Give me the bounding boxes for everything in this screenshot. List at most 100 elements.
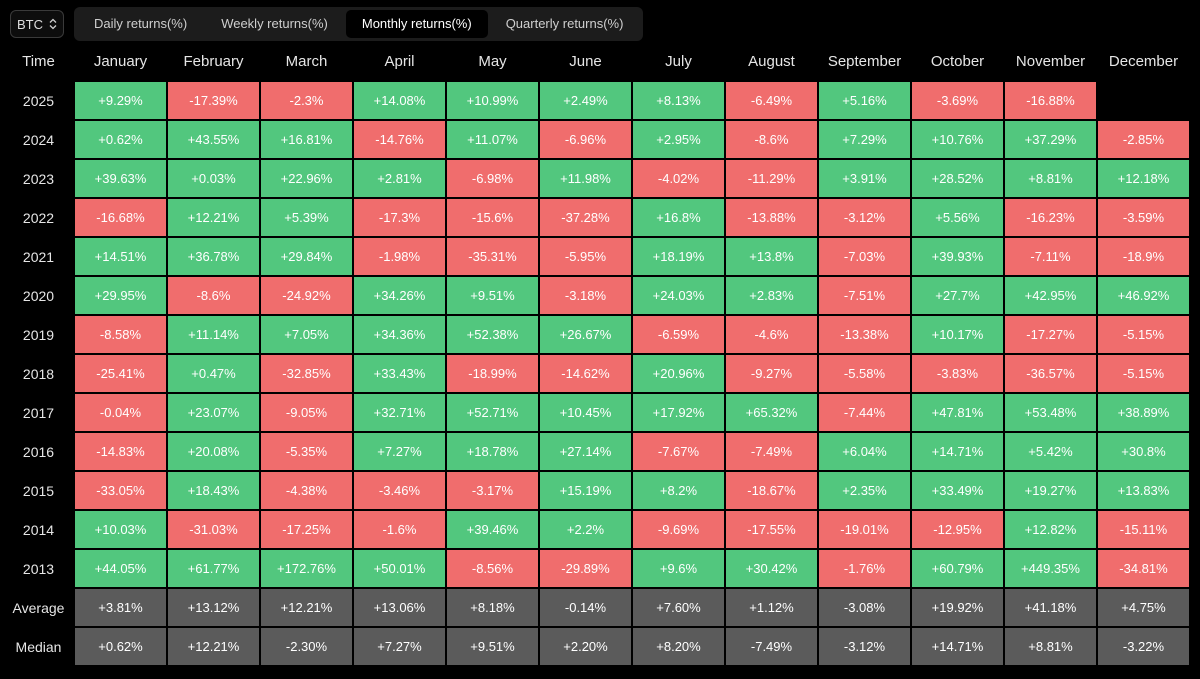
return-cell: +2.95% (633, 121, 724, 158)
month-header-may: May (478, 53, 507, 70)
return-cell: +61.77% (168, 550, 259, 587)
return-cell: +12.82% (1005, 511, 1096, 548)
return-cell: -8.6% (726, 121, 817, 158)
summary-cell: +3.81% (75, 589, 166, 626)
return-cell: +8.13% (633, 82, 724, 119)
row-year: 2022 (22, 209, 55, 226)
row-year: 2024 (22, 131, 55, 148)
return-cell: +33.49% (912, 472, 1003, 509)
table-row: 2013 +44.05% +61.77% +172.76% +50.01% -8.56% -… (4, 550, 1189, 587)
return-cell: -31.03% (168, 511, 259, 548)
return-cell: +2.83% (726, 277, 817, 314)
return-cell: +42.95% (1005, 277, 1096, 314)
return-cell: +13.83% (1098, 472, 1189, 509)
tab-monthly-returns[interactable]: Monthly returns(%) (345, 10, 488, 38)
table-row: 2014 +10.03% -31.03% -17.25% -1.6% +39.46% +2.… (4, 511, 1189, 548)
return-cell: +24.03% (633, 277, 724, 314)
return-cell: -3.69% (912, 82, 1003, 119)
return-cell: +10.99% (447, 82, 538, 119)
tab-daily-returns[interactable]: Daily returns(%) (94, 16, 188, 31)
return-cell: -8.58% (75, 316, 166, 353)
return-cell: -2.3% (261, 82, 352, 119)
return-cell: +37.29% (1005, 121, 1096, 158)
table-row: 2023 +39.63% +0.03% +22.96% +2.81% -6.98% +11.… (4, 160, 1189, 197)
return-cell: -16.68% (75, 199, 166, 236)
summary-cell: +12.21% (168, 628, 259, 665)
return-cell: +32.71% (354, 394, 445, 431)
return-cell: -18.67% (726, 472, 817, 509)
return-cell: -3.46% (354, 472, 445, 509)
table-row: 2021 +14.51% +36.78% +29.84% -1.98% -35.31% -5… (4, 238, 1189, 275)
return-cell: -16.23% (1005, 199, 1096, 236)
time-column-header: Time (22, 53, 55, 70)
return-cell: +7.05% (261, 316, 352, 353)
summary-cell: -3.22% (1098, 628, 1189, 665)
return-cell: -17.27% (1005, 316, 1096, 353)
return-cell: +52.38% (447, 316, 538, 353)
return-cell: -36.57% (1005, 355, 1096, 392)
summary-cell: -7.49% (726, 628, 817, 665)
summary-cell: -0.14% (540, 589, 631, 626)
return-cell: +46.92% (1098, 277, 1189, 314)
return-cell: -1.6% (354, 511, 445, 548)
asset-selector-value: BTC (17, 16, 43, 32)
return-cell: -3.12% (819, 199, 910, 236)
return-cell: -12.95% (912, 511, 1003, 548)
table-row: 2019 -8.58% +11.14% +7.05% +34.36% +52.38% +26… (4, 316, 1189, 353)
return-cell: +27.7% (912, 277, 1003, 314)
summary-cell: -3.12% (819, 628, 910, 665)
month-header-february: February (183, 53, 244, 70)
row-year: 2025 (22, 92, 55, 109)
return-cell: +449.35% (1005, 550, 1096, 587)
return-cell: +29.84% (261, 238, 352, 275)
month-header-march: March (285, 53, 328, 70)
asset-selector[interactable]: BTC (10, 10, 64, 38)
return-cell: -35.31% (447, 238, 538, 275)
row-year: 2019 (22, 326, 55, 343)
return-cell: -5.58% (819, 355, 910, 392)
return-cell: +7.27% (354, 433, 445, 470)
return-cell: +10.03% (75, 511, 166, 548)
table-row: 2020 +29.95% -8.6% -24.92% +34.26% +9.51% -3.1… (4, 277, 1189, 314)
row-year: 2020 (22, 287, 55, 304)
return-cell: -4.6% (726, 316, 817, 353)
summary-cell: +14.71% (912, 628, 1003, 665)
tab-weekly-returns[interactable]: Weekly returns(%) (221, 16, 328, 31)
month-header-december: December (1108, 53, 1179, 70)
return-cell: -6.98% (447, 160, 538, 197)
summary-cell: +0.62% (75, 628, 166, 665)
row-year: 2023 (22, 170, 55, 187)
table-row: 2025 +9.29% -17.39% -2.3% +14.08% +10.99% +2.4… (4, 82, 1189, 119)
return-cell: -6.59% (633, 316, 724, 353)
return-cell: +28.52% (912, 160, 1003, 197)
tab-quarterly-returns[interactable]: Quarterly returns(%) (505, 16, 624, 31)
return-cell: +16.8% (633, 199, 724, 236)
return-cell: +16.81% (261, 121, 352, 158)
row-year: 2017 (22, 404, 55, 421)
return-cell: +60.79% (912, 550, 1003, 587)
return-cell: +50.01% (354, 550, 445, 587)
month-header-september: September (827, 53, 902, 70)
return-cell: +36.78% (168, 238, 259, 275)
summary-cell: +9.51% (447, 628, 538, 665)
return-cell: +5.56% (912, 199, 1003, 236)
return-cell: +12.21% (168, 199, 259, 236)
summary-cell: +8.18% (447, 589, 538, 626)
row-year: 2021 (22, 248, 55, 265)
return-cell: -3.83% (912, 355, 1003, 392)
return-cell: -15.6% (447, 199, 538, 236)
return-cell: +30.42% (726, 550, 817, 587)
return-cell: -0.04% (75, 394, 166, 431)
return-cell: +27.14% (540, 433, 631, 470)
return-cell: +11.07% (447, 121, 538, 158)
return-cell: -25.41% (75, 355, 166, 392)
return-cell: -17.3% (354, 199, 445, 236)
return-cell: -32.85% (261, 355, 352, 392)
summary-label: Median (15, 638, 62, 655)
return-cell: -34.81% (1098, 550, 1189, 587)
monthly-returns-table: Time January February March April May June Jul… (2, 41, 1191, 667)
return-cell: +14.08% (354, 82, 445, 119)
return-cell: -37.28% (540, 199, 631, 236)
row-year: 2015 (22, 482, 55, 499)
return-cell: +2.81% (354, 160, 445, 197)
